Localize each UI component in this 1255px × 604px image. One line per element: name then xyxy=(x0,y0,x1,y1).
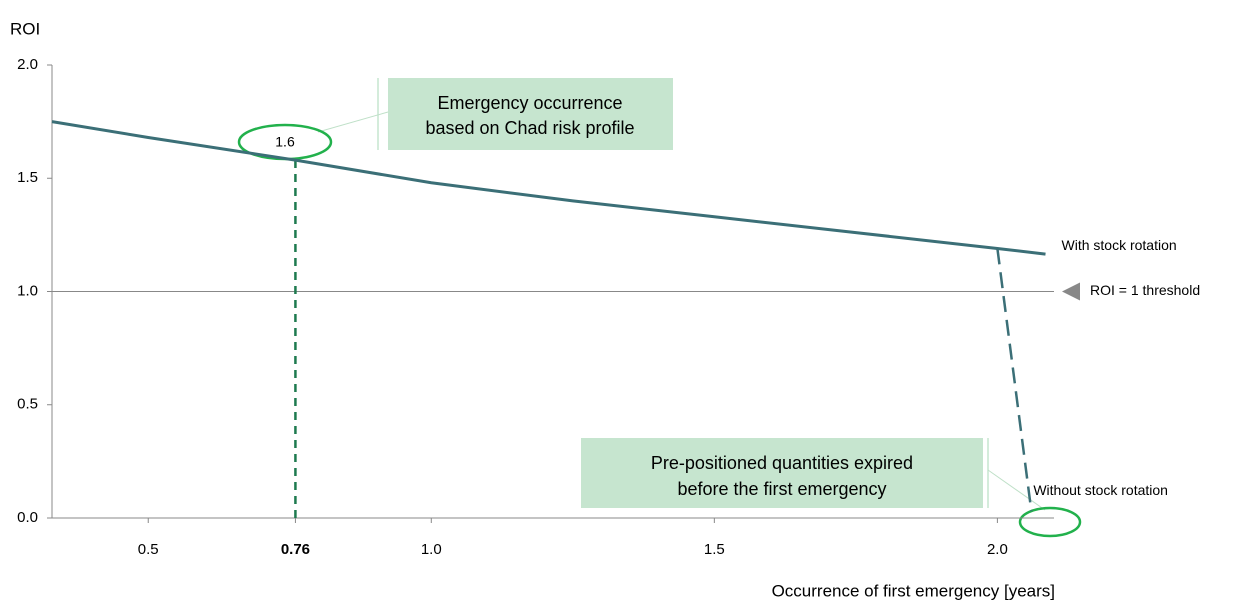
marker-label: 1.6 xyxy=(275,134,295,150)
threshold-label: ROI = 1 threshold xyxy=(1090,282,1200,298)
x-tick-label: 0.5 xyxy=(138,541,159,558)
series-label: Without stock rotation xyxy=(1033,482,1168,498)
y-tick-label: 1.5 xyxy=(17,169,38,186)
leader-line xyxy=(317,111,389,133)
y-tick-label: 0.0 xyxy=(17,509,38,526)
callout-text: based on Chad risk profile xyxy=(425,118,634,138)
y-tick-label: 2.0 xyxy=(17,56,38,73)
x-axis-label: Occurrence of first emergency [years] xyxy=(772,581,1055,600)
highlight-ellipse xyxy=(1018,506,1082,538)
x-tick-label: 1.5 xyxy=(704,541,725,558)
series-line xyxy=(996,248,1033,512)
callout-box xyxy=(581,438,983,508)
series-label: With stock rotation xyxy=(1062,237,1177,253)
y-tick-label: 0.5 xyxy=(17,396,38,413)
x-tick-label: 0.76 xyxy=(281,541,310,558)
callout-text: Emergency occurrence xyxy=(437,93,622,113)
callout-box xyxy=(388,78,673,150)
y-axis-label: ROI xyxy=(10,19,40,38)
x-tick-label: 1.0 xyxy=(421,541,442,558)
x-tick-label: 2.0 xyxy=(987,541,1008,558)
callout-text: before the first emergency xyxy=(677,479,886,499)
callout-text: Pre-positioned quantities expired xyxy=(651,453,913,473)
y-tick-label: 1.0 xyxy=(17,282,38,299)
leader-line xyxy=(987,469,1046,511)
threshold-arrow xyxy=(1062,282,1080,301)
series-line xyxy=(51,120,1046,256)
